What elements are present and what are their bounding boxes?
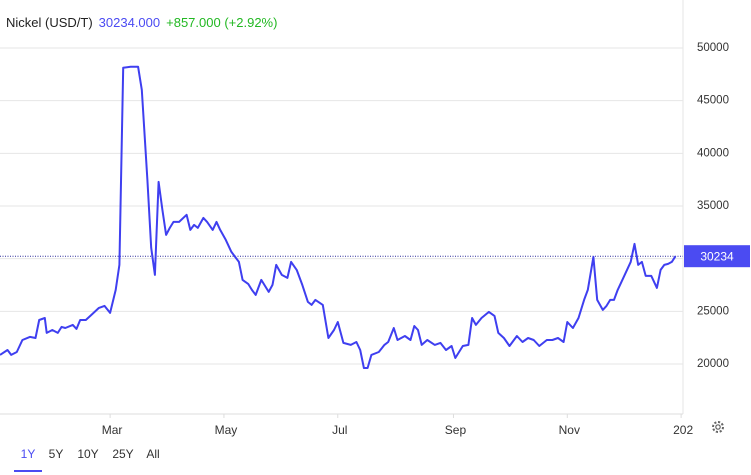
y-tick-label: 35000 [697,200,729,212]
range-button[interactable]: 5Y [49,447,64,461]
x-tick-label: Jul [332,423,347,437]
header: Nickel (USD/T) 30234.000 +857.000 (+2.92… [6,15,278,30]
range-selected-underline [14,470,42,472]
x-tick-label: Sep [445,423,467,437]
range-button[interactable]: 1Y [21,447,36,461]
settings-icon[interactable] [712,421,724,433]
range-button[interactable]: 10Y [77,447,98,461]
y-tick-label: 50000 [697,42,729,54]
range-button[interactable]: 25Y [112,447,133,461]
price-line [0,65,677,369]
y-tick-label: 25000 [697,305,729,317]
price: 30234.000 [98,15,161,30]
price-change: +857.000 (+2.92%) [166,15,278,30]
x-tick-label: Mar [102,423,123,437]
x-tick-label: May [215,423,238,437]
range-button[interactable]: All [146,447,159,461]
instrument-name: Nickel (USD/T) [6,15,93,30]
y-tick-label: 20000 [697,358,729,370]
x-tick-label: Nov [559,423,580,437]
current-value-badge [684,245,750,268]
x-tick-label: 202 [673,423,693,437]
y-tick-label: 45000 [697,95,729,107]
current-value-label: 30234 [700,249,734,263]
y-tick-label: 40000 [697,147,729,159]
